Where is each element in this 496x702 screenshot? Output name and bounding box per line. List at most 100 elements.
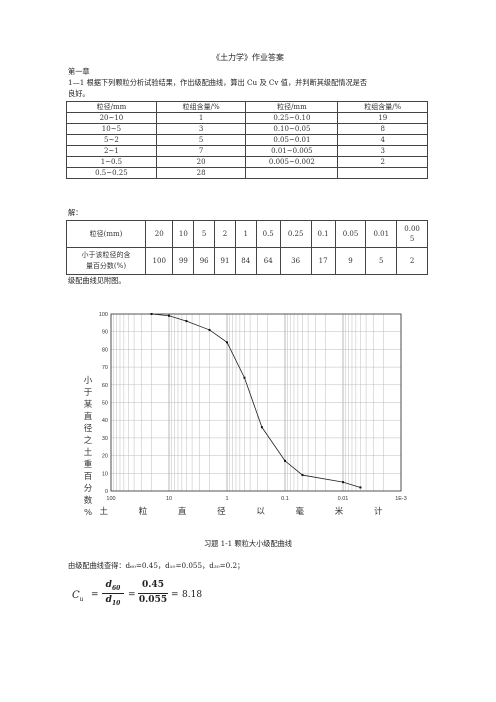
table-cell: 0.5 bbox=[255, 220, 281, 248]
table-cell: 10~5 bbox=[66, 123, 157, 135]
table-row: 1~0.5 20 0.005~0.002 2 bbox=[66, 156, 428, 168]
x-tick-label: 1 bbox=[225, 496, 228, 502]
table-cell: 0.005~0.002 bbox=[245, 156, 339, 168]
table-cell: 0.10~0.05 bbox=[245, 123, 339, 135]
data-point bbox=[260, 426, 263, 429]
y-tick-label: 70 bbox=[102, 365, 108, 371]
chart-major-grid bbox=[110, 313, 402, 492]
formula-lhs-subscript: u bbox=[79, 596, 84, 603]
x-tick-label: 10 bbox=[166, 496, 172, 502]
document-title: 《土力学》作业答案 bbox=[212, 53, 284, 62]
formula-denominator-d: d10 bbox=[102, 595, 124, 607]
table-cell: 19 bbox=[337, 112, 428, 124]
table-header-cell: 粒径/mm bbox=[66, 101, 157, 113]
data-points bbox=[150, 313, 362, 489]
table-cell bbox=[245, 167, 339, 179]
table-cell: 17 bbox=[310, 247, 336, 275]
table-cell: 9 bbox=[334, 247, 367, 275]
y-tick-label: 80 bbox=[102, 347, 108, 353]
table-cell: 64 bbox=[255, 247, 281, 275]
plot-frame bbox=[110, 313, 402, 492]
formula-d-symbol: d bbox=[105, 595, 112, 605]
x-tick-label: 0.1 bbox=[281, 496, 289, 502]
table-row: 10~5 3 0.10~0.05 8 bbox=[66, 123, 428, 135]
row-label-percent-finer: 小于该粒径的含 量百分数(%) bbox=[66, 247, 146, 275]
table-cell bbox=[337, 167, 428, 179]
formula-denominator-value: 0.055 bbox=[138, 595, 168, 605]
y-tick-label: 0 bbox=[105, 489, 108, 495]
y-tick-label: 60 bbox=[102, 383, 108, 389]
table-cell: 5 bbox=[365, 247, 398, 275]
formula-fraction-bar-2 bbox=[138, 593, 168, 594]
formula-lhs-symbol: C bbox=[72, 590, 80, 601]
gradation-curve bbox=[151, 313, 361, 488]
y-tick-label: 20 bbox=[102, 454, 108, 460]
data-point bbox=[243, 376, 246, 379]
table-cell: 36 bbox=[279, 247, 312, 275]
table-row: 粒径(mm) 20 10 5 2 1 0.5 0.25 0.1 0.05 0.0… bbox=[66, 220, 428, 248]
x-tick-label: 100 bbox=[106, 496, 115, 502]
formula-equals-2: = bbox=[128, 590, 136, 600]
table-header-cell: 粒径/mm bbox=[245, 101, 339, 113]
cell-line: 量百分数(%) bbox=[85, 262, 127, 270]
cumulative-percent-table: 粒径(mm) 20 10 5 2 1 0.5 0.25 0.1 0.05 0.0… bbox=[66, 220, 428, 275]
table-cell: 3 bbox=[155, 123, 247, 135]
x-axis-label: 土 粒 直 径 以 毫 米 计 bbox=[99, 507, 397, 517]
cell-line: 0.00 bbox=[404, 225, 420, 233]
table-cell: 1 bbox=[234, 220, 257, 248]
question-line-2: 良好。 bbox=[68, 89, 90, 98]
cell-line: 小于该粒径的含 bbox=[81, 251, 131, 259]
data-point bbox=[226, 341, 228, 344]
chapter-heading: 第一章 bbox=[68, 67, 90, 76]
table-cell: 2~1 bbox=[66, 145, 157, 157]
table-cell: 84 bbox=[234, 247, 257, 275]
data-point bbox=[150, 313, 153, 315]
formula-numerator-d: d60 bbox=[102, 580, 124, 592]
table-cell: 1~0.5 bbox=[66, 156, 157, 168]
table-row: 小于该粒径的含 量百分数(%) 100 99 96 91 84 64 36 17… bbox=[66, 247, 428, 275]
x-tick-label: 1E-3 bbox=[395, 496, 407, 502]
table-row: 20~10 1 0.25~0.10 19 bbox=[66, 112, 428, 124]
table-cell: 4 bbox=[337, 134, 428, 146]
table-cell: 3 bbox=[337, 145, 428, 157]
y-axis-label: 小于某直径之土重百分数% bbox=[83, 376, 93, 518]
y-tick-label: 50 bbox=[102, 401, 108, 407]
question-line-1: 1—1 根据下列颗粒分析试验结果，作出级配曲线，算出 Cu 及 Cv 值，并判断… bbox=[68, 78, 368, 87]
figure-caption: 习题 1-1 颗粒大小级配曲线 bbox=[203, 539, 293, 548]
y-tick-label: 10 bbox=[102, 471, 108, 477]
y-tick-label: 90 bbox=[102, 330, 108, 336]
table-cell: 2 bbox=[214, 220, 236, 248]
x-tick-label: 0.01 bbox=[338, 496, 349, 502]
table-row: 5~2 5 0.05~0.01 4 bbox=[66, 134, 428, 146]
table-cell: 20 bbox=[155, 156, 247, 168]
table-cell: 20~10 bbox=[66, 112, 157, 124]
table-cell: 99 bbox=[172, 247, 195, 275]
table-cell: 96 bbox=[193, 247, 216, 275]
row-label-particle-size: 粒径(mm) bbox=[66, 220, 146, 248]
table-cell: 100 bbox=[144, 247, 174, 275]
table-cell: 0.25~0.10 bbox=[245, 112, 339, 124]
gradation-curve-chart: 0 10 20 30 40 50 60 70 80 90 100 100 10 1 0.1 0.01 1E-3 bbox=[99, 312, 407, 502]
table-cell: 2 bbox=[337, 156, 428, 168]
formula-lhs: Cu bbox=[72, 590, 84, 603]
data-point bbox=[185, 320, 188, 323]
y-tick-label: 40 bbox=[102, 418, 108, 424]
table-cell: 0.01~0.005 bbox=[245, 145, 339, 157]
table-cell: 28 bbox=[155, 167, 247, 179]
y-tick-label: 30 bbox=[102, 436, 108, 442]
table-cell: 5~2 bbox=[66, 134, 157, 146]
table-cell: 7 bbox=[155, 145, 247, 157]
table-cell: 0.00 5 bbox=[396, 220, 428, 248]
table-cell: 1 bbox=[155, 112, 247, 124]
sieve-data-table: 粒径/mm 粒组含量/% 粒径/mm 粒组含量/% 20~10 1 0.25~0… bbox=[66, 101, 428, 179]
formula-fraction-bar-1 bbox=[102, 593, 124, 594]
table-header-cell: 粒组含量/% bbox=[155, 101, 247, 113]
y-axis-tick-labels: 0 10 20 30 40 50 60 70 80 90 100 bbox=[99, 312, 108, 495]
table-header-row: 粒径/mm 粒组含量/% 粒径/mm 粒组含量/% bbox=[66, 101, 428, 113]
table-cell: 5 bbox=[155, 134, 247, 146]
formula-d10-sub: 10 bbox=[111, 599, 121, 607]
table-row: 0.5~0.25 28 bbox=[66, 167, 428, 179]
data-point bbox=[301, 474, 304, 477]
formula-d-symbol: d bbox=[105, 580, 112, 590]
table-cell: 20 bbox=[144, 220, 174, 248]
